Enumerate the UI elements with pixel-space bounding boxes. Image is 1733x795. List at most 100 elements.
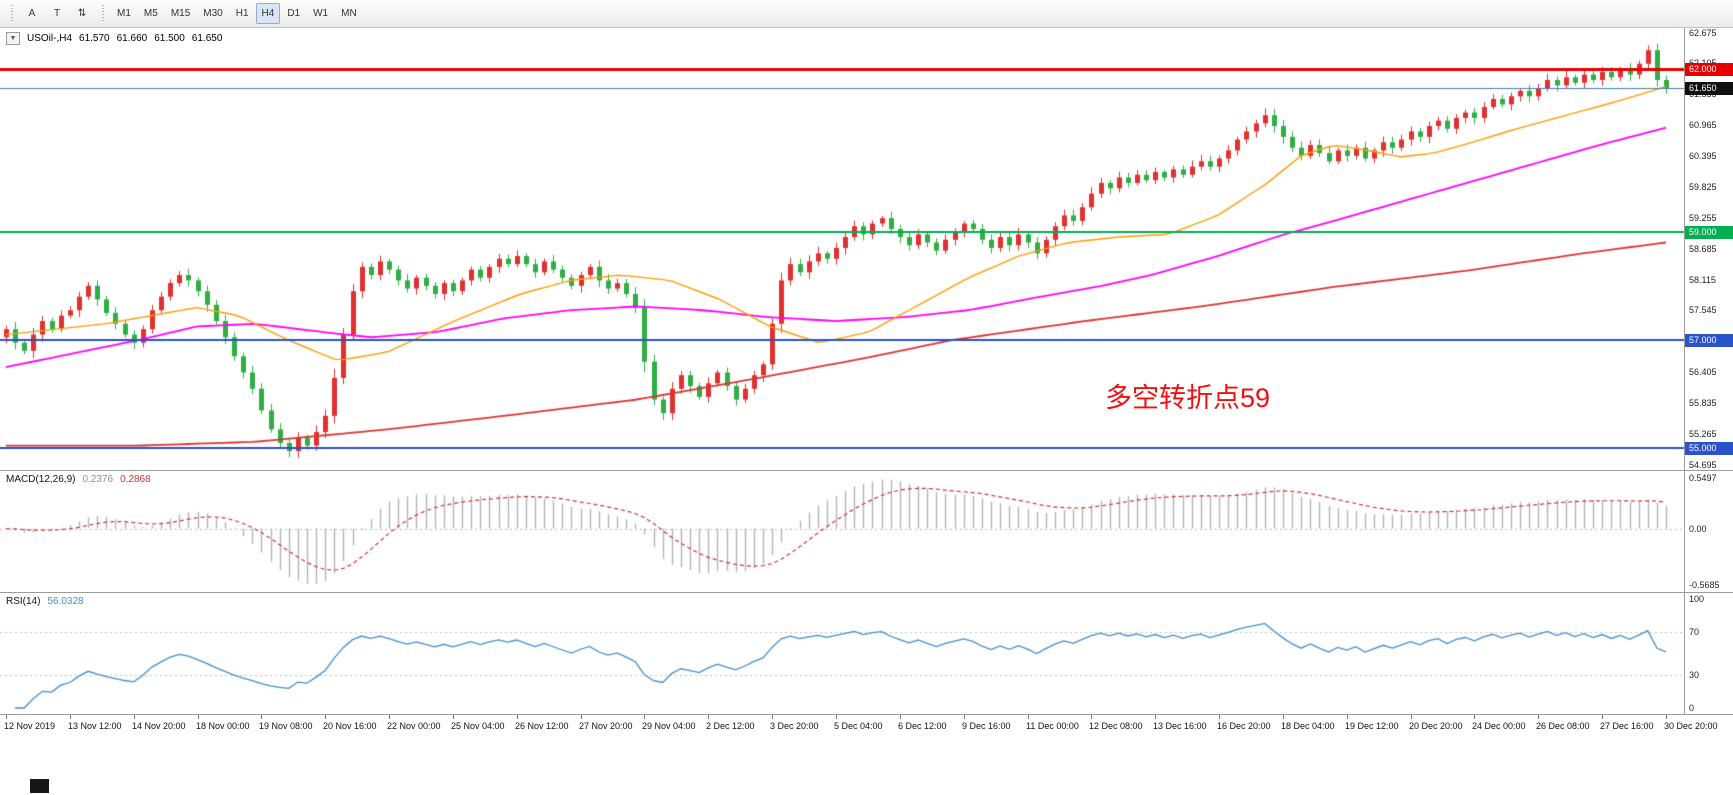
arrows-tool-button[interactable]: ⇅ xyxy=(70,3,94,24)
time-axis[interactable]: 12 Nov 2019 13 Nov 12:00 14 Nov 20:00 18 No… xyxy=(0,715,1733,735)
time-tick-mark xyxy=(453,715,454,719)
time-tick-mark xyxy=(325,715,326,719)
time-label: 12 Nov 2019 xyxy=(4,721,56,731)
time-label: 3 Dec 20:00 xyxy=(770,721,819,731)
time-label: 20 Dec 20:00 xyxy=(1409,721,1463,731)
time-tick-mark xyxy=(389,715,390,719)
time-tick-mark xyxy=(964,715,965,719)
time-tick-mark xyxy=(198,715,199,719)
time-label: 2 Dec 12:00 xyxy=(706,721,755,731)
time-tick-mark xyxy=(1347,715,1348,719)
price-tick: 58.115 xyxy=(1689,274,1716,285)
time-label: 27 Nov 20:00 xyxy=(579,721,633,731)
timeframe-d1-button[interactable]: D1 xyxy=(281,3,306,24)
ohlc-low: 61.500 xyxy=(154,33,185,44)
time-label: 14 Nov 20:00 xyxy=(132,721,186,731)
symbol-period-label: USOil-,H4 xyxy=(27,33,73,44)
macd-axis-zero: 0.00 xyxy=(1689,523,1707,534)
time-tick-mark xyxy=(644,715,645,719)
time-tick-mark xyxy=(772,715,773,719)
toolbar-grip-2[interactable] xyxy=(99,4,106,23)
rsi-value: 56.0328 xyxy=(47,596,84,607)
time-tick-mark xyxy=(1028,715,1029,719)
time-label: 24 Dec 00:00 xyxy=(1472,721,1526,731)
price-tick: 56.405 xyxy=(1689,367,1717,378)
time-label: 13 Nov 12:00 xyxy=(68,721,122,731)
time-label: 11 Dec 00:00 xyxy=(1026,721,1079,731)
ohlc-close: 61.650 xyxy=(191,33,223,44)
rsi-axis-70: 70 xyxy=(1689,626,1700,637)
rsi-axis-30: 30 xyxy=(1689,670,1700,681)
macd-axis-min: -0.5685 xyxy=(1689,580,1720,590)
timeframe-m15-button[interactable]: M15 xyxy=(165,3,196,24)
panel-separator[interactable] xyxy=(0,470,1733,471)
time-tick-mark xyxy=(900,715,901,719)
macd-axis-max: 0.5497 xyxy=(1689,473,1717,483)
chinese-annotation: 多空转折点59 xyxy=(1105,383,1271,413)
rsi-axis-100: 100 xyxy=(1689,594,1705,604)
rsi-chart[interactable] xyxy=(0,593,1684,714)
time-label: 26 Dec 08:00 xyxy=(1536,721,1590,731)
rsi-label: RSI(14) xyxy=(6,596,41,607)
rsi-scale[interactable]: 100 70 30 0 xyxy=(1684,593,1733,714)
timeframe-mn-button[interactable]: MN xyxy=(335,3,363,24)
time-tick-mark xyxy=(1666,715,1667,719)
price-tick: 57.545 xyxy=(1689,305,1717,316)
timeframe-m1-button[interactable]: M1 xyxy=(111,3,137,24)
price-badge-57-000: 57.000 xyxy=(1685,334,1733,347)
time-tick-mark xyxy=(1091,715,1092,719)
time-label: 18 Dec 04:00 xyxy=(1281,721,1335,731)
time-label: 19 Dec 12:00 xyxy=(1345,721,1399,731)
time-label: 20 Nov 16:00 xyxy=(323,721,377,731)
time-tick-mark xyxy=(1602,715,1603,719)
price-badge-62-000: 62.000 xyxy=(1685,63,1733,77)
bottom-left-marker xyxy=(30,779,49,793)
toolbar: A T ⇅ M1 M5 M15 M30 H1 H4 D1 W1 MN xyxy=(0,0,1733,28)
macd-chart[interactable] xyxy=(0,471,1684,592)
chart-header: ▼ USOil-,H4 61.570 61.660 61.500 61.650 xyxy=(6,32,222,45)
price-tick: 62.675 xyxy=(1689,27,1717,38)
time-label: 22 Nov 00:00 xyxy=(387,721,441,731)
font-tool-button[interactable]: A xyxy=(20,3,44,24)
text-tool-button[interactable]: T xyxy=(45,3,69,24)
time-tick-mark xyxy=(6,715,7,719)
price-tick: 55.265 xyxy=(1689,428,1717,439)
drawing-tools-group: A T ⇅ xyxy=(20,3,94,24)
timeframe-m30-button[interactable]: M30 xyxy=(197,3,228,24)
price-scale[interactable]: 62.67562.10561.53560.96560.39559.82559.2… xyxy=(1684,28,1733,470)
toolbar-grip[interactable] xyxy=(8,4,15,23)
timeframe-w1-button[interactable]: W1 xyxy=(307,3,334,24)
macd-panel: MACD(12,26,9) 0.2376 0.2868 0.5497 0.00 -0… xyxy=(0,471,1733,592)
panel-separator[interactable] xyxy=(0,714,1733,715)
bottom-strip xyxy=(0,735,1733,795)
macd-scale[interactable]: 0.5497 0.00 -0.5685 xyxy=(1684,471,1733,592)
candlestick-chart[interactable] xyxy=(0,28,1684,470)
timeframe-h4-button[interactable]: H4 xyxy=(255,3,281,24)
price-badge-55-000: 55.000 xyxy=(1685,442,1733,456)
time-label: 19 Nov 08:00 xyxy=(259,721,313,731)
time-tick-mark xyxy=(70,715,71,719)
time-label: 12 Dec 08:00 xyxy=(1089,721,1143,731)
macd-header: MACD(12,26,9) 0.2376 0.2868 xyxy=(6,474,151,485)
symbol-dropdown-icon[interactable]: ▼ xyxy=(6,32,20,45)
ohlc-high: 61.660 xyxy=(116,33,148,44)
ohlc-open: 61.570 xyxy=(79,33,110,44)
time-tick-mark xyxy=(1155,715,1156,719)
timeframe-m5-button[interactable]: M5 xyxy=(138,3,164,24)
time-tick-mark xyxy=(836,715,837,719)
macd-value-main: 0.2376 xyxy=(82,474,114,485)
rsi-axis-0: 0 xyxy=(1689,703,1695,713)
time-tick-mark xyxy=(1538,715,1539,719)
time-label: 16 Dec 20:00 xyxy=(1217,721,1271,731)
macd-label: MACD(12,26,9) xyxy=(6,474,76,485)
time-label: 9 Dec 16:00 xyxy=(962,721,1011,731)
time-tick-mark xyxy=(261,715,262,719)
panel-separator[interactable] xyxy=(0,592,1733,593)
time-label: 18 Nov 00:00 xyxy=(196,721,250,731)
macd-value-signal: 0.2868 xyxy=(120,474,151,485)
timeframe-h1-button[interactable]: H1 xyxy=(230,3,255,24)
time-label: 30 Dec 20:00 xyxy=(1664,721,1718,731)
rsi-panel: RSI(14) 56.0328 100 70 30 0 xyxy=(0,593,1733,714)
price-badge-61-650: 61.650 xyxy=(1685,82,1733,96)
price-tick: 58.685 xyxy=(1689,243,1717,254)
